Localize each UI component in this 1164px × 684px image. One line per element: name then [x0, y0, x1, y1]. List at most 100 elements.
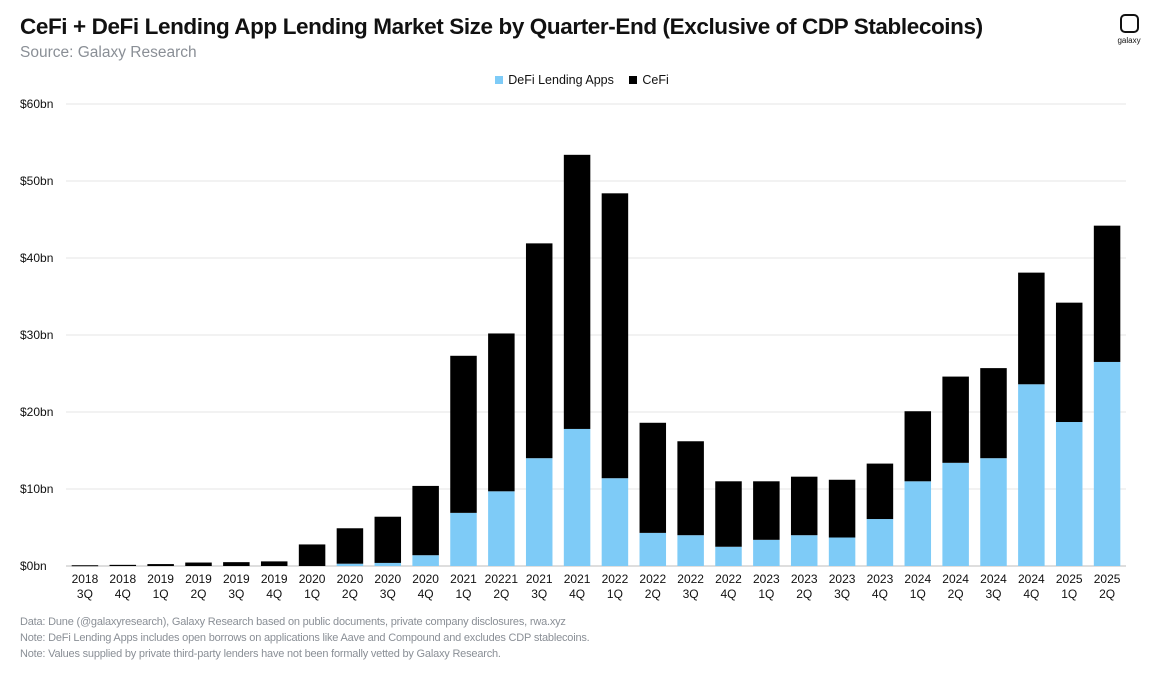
bar-cefi [336, 528, 364, 564]
note-defi-definition: Note: DeFi Lending Apps includes open bo… [20, 632, 590, 644]
x-tick-label-quarter: 2Q [493, 587, 509, 601]
x-tick-label-quarter: 4Q [418, 587, 434, 601]
bar-cefi [223, 562, 250, 566]
y-tick-label: $60bn [20, 97, 53, 111]
chart-subtitle: Source: Galaxy Research [20, 44, 197, 61]
x-tick-label-quarter: 1Q [1061, 587, 1077, 601]
x-tick-label-quarter: 4Q [569, 587, 585, 601]
bar-cefi [412, 485, 439, 556]
bar-cefi [298, 544, 326, 566]
bar-cefi [71, 565, 99, 567]
x-tick-label-year: 2022 [639, 572, 666, 586]
x-tick-label-year: 2021 [526, 572, 553, 586]
x-tick-label-quarter: 4Q [115, 587, 131, 601]
x-tick-label-quarter: 2Q [796, 587, 812, 601]
bar-defi [412, 555, 439, 566]
x-tick-label-quarter: 4Q [720, 587, 736, 601]
galaxy-logo-icon [1119, 14, 1139, 33]
x-tick-label-year: 2025 [1056, 572, 1083, 586]
galaxy-logo-text: galaxy [1117, 36, 1141, 45]
bar-cefi [563, 154, 591, 429]
bar-cefi [601, 193, 629, 479]
bar-cefi [639, 422, 667, 533]
bar-defi [488, 491, 515, 566]
bar-cefi [1018, 272, 1045, 385]
bar-cefi [942, 376, 969, 463]
bar-cefi [1055, 302, 1083, 423]
x-tick-label-year: 2019 [147, 572, 174, 586]
legend-label-defi: DeFi Lending Apps [508, 73, 614, 87]
bar-defi [790, 535, 818, 566]
bar-cefi [185, 562, 212, 566]
x-tick-label-year: 2024 [942, 572, 969, 586]
bar-defi [1055, 422, 1083, 566]
y-tick-label: $0bn [20, 559, 47, 573]
legend-item-defi: DeFi Lending Apps [495, 73, 614, 87]
x-tick-label-year: 2023 [867, 572, 894, 586]
bar-cefi [525, 243, 553, 459]
bar-cefi [980, 368, 1007, 459]
x-tick-label-quarter: 3Q [834, 587, 850, 601]
x-tick-label-year: 2022 [602, 572, 629, 586]
chart-notes: Data: Dune (@galaxyresearch), Galaxy Res… [20, 614, 590, 662]
chart-legend: DeFi Lending Apps CeFi [0, 73, 1164, 87]
x-tick-label-year: 2019 [261, 572, 288, 586]
galaxy-logo: galaxy [1114, 14, 1144, 45]
bar-cefi [109, 564, 137, 566]
x-tick-label-year: 2021 [564, 572, 591, 586]
bar-defi [1093, 361, 1121, 566]
bar-defi [828, 537, 856, 566]
bar-defi [677, 535, 704, 566]
x-tick-label-year: 2022 [715, 572, 742, 586]
x-tick-label-year: 2019 [185, 572, 212, 586]
x-tick-label-year: 2024 [1018, 572, 1045, 586]
x-tick-label-quarter: 3Q [380, 587, 396, 601]
x-tick-label-quarter: 4Q [1023, 587, 1039, 601]
bar-defi [980, 458, 1007, 566]
y-tick-label: $40bn [20, 251, 53, 265]
x-tick-label-quarter: 3Q [77, 587, 93, 601]
bar-defi [525, 458, 553, 566]
bar-cefi [753, 481, 780, 540]
x-tick-label-quarter: 3Q [531, 587, 547, 601]
bar-defi [942, 462, 969, 566]
x-tick-label-quarter: 4Q [266, 587, 282, 601]
legend-swatch-cefi [629, 76, 638, 84]
bar-cefi [790, 476, 818, 536]
x-tick-label-quarter: 2Q [1099, 587, 1115, 601]
bar-cefi [488, 333, 515, 492]
bar-cefi [260, 561, 288, 566]
y-tick-label: $30bn [20, 328, 53, 342]
x-tick-label-quarter: 3Q [228, 587, 244, 601]
x-tick-label-quarter: 3Q [683, 587, 699, 601]
x-tick-label-year: 2024 [980, 572, 1007, 586]
bar-cefi [715, 481, 742, 547]
bar-defi [336, 563, 364, 566]
bar-defi [904, 481, 932, 566]
x-tick-label-quarter: 1Q [607, 587, 623, 601]
legend-label-cefi: CeFi [642, 73, 669, 87]
x-tick-label-year: 2023 [753, 572, 780, 586]
x-tick-label-quarter: 4Q [872, 587, 888, 601]
bar-defi [450, 512, 477, 566]
x-tick-label-year: 20221 [485, 572, 519, 586]
x-tick-label-year: 2020 [374, 572, 401, 586]
x-tick-label-year: 2024 [904, 572, 931, 586]
bar-defi [715, 546, 742, 566]
x-tick-label-quarter: 2Q [342, 587, 358, 601]
legend-item-cefi: CeFi [629, 73, 669, 87]
chart-title: CeFi + DeFi Lending App Lending Market S… [20, 14, 983, 39]
x-tick-label-year: 2018 [72, 572, 99, 586]
bar-defi [866, 519, 894, 566]
y-tick-label: $10bn [20, 482, 53, 496]
bar-cefi [866, 463, 894, 520]
x-tick-label-quarter: 2Q [948, 587, 964, 601]
x-tick-label-year: 2020 [412, 572, 439, 586]
x-tick-label-year: 2021 [450, 572, 477, 586]
x-tick-label-quarter: 1Q [304, 587, 320, 601]
bar-cefi [904, 411, 932, 482]
x-tick-label-quarter: 1Q [153, 587, 169, 601]
note-vetting: Note: Values supplied by private third-p… [20, 648, 501, 660]
x-tick-label-year: 2020 [299, 572, 326, 586]
bar-defi [1018, 384, 1045, 566]
